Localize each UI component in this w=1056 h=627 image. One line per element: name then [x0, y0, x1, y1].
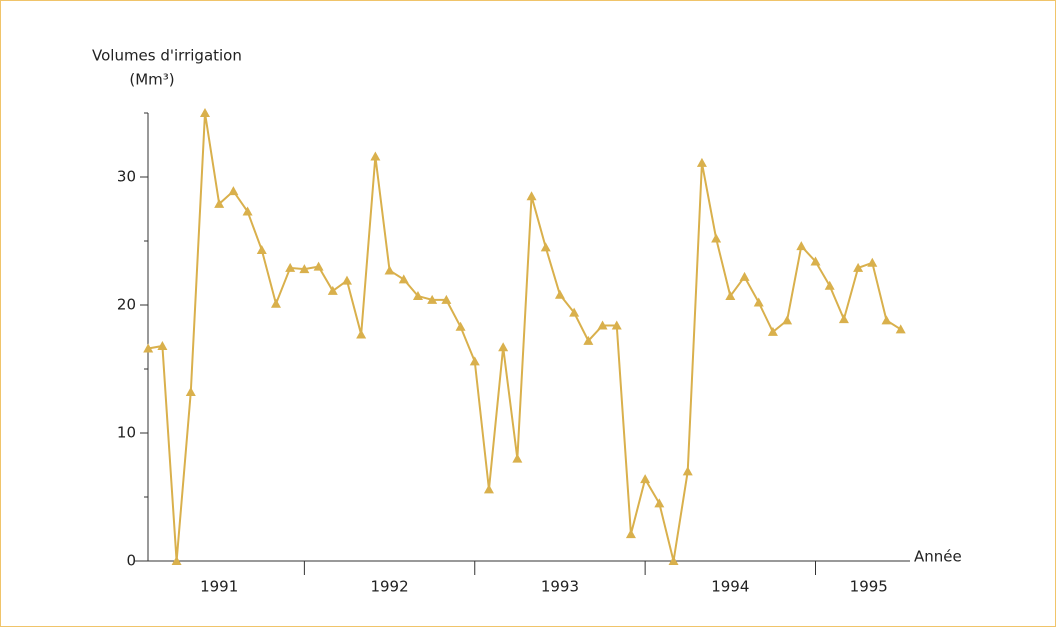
marker [199, 108, 210, 117]
marker [498, 342, 509, 352]
marker [597, 320, 608, 330]
marker [171, 556, 182, 565]
marker [270, 298, 281, 308]
marker [143, 343, 154, 353]
line [148, 112, 902, 562]
marker [767, 326, 778, 336]
marker [753, 297, 764, 307]
marker [441, 294, 452, 304]
x-period-label: 1995 [850, 578, 888, 596]
marker [654, 498, 665, 508]
marker [483, 484, 494, 494]
x-period-label: 1993 [541, 578, 579, 596]
marker [682, 466, 693, 476]
marker [583, 335, 594, 345]
marker [370, 151, 381, 161]
marker [554, 289, 565, 299]
marker [214, 198, 225, 208]
marker [228, 186, 239, 196]
marker [526, 191, 537, 201]
y-axis-label: Volumes d'irrigation [92, 47, 242, 65]
marker [838, 314, 849, 324]
marker [782, 315, 793, 325]
marker [341, 275, 352, 285]
marker [455, 321, 466, 331]
marker [696, 157, 707, 167]
marker [398, 274, 409, 284]
marker [427, 294, 438, 304]
marker [256, 244, 267, 254]
marker [569, 307, 580, 317]
marker [810, 256, 821, 266]
marker [711, 233, 722, 243]
y-tick-label: 30 [117, 168, 136, 186]
marker [327, 285, 338, 295]
y-tick-label: 20 [117, 296, 136, 314]
marker [611, 320, 622, 330]
y-tick-label: 10 [117, 424, 136, 442]
marker [668, 556, 679, 565]
marker [796, 241, 807, 251]
marker [469, 356, 480, 366]
marker [739, 271, 750, 281]
marker [824, 280, 835, 290]
marker [299, 264, 310, 274]
x-axis-label: Année [914, 548, 962, 566]
y-axis-unit: (Mm³) [129, 71, 174, 89]
y-tick-label: 0 [126, 552, 136, 570]
marker [285, 262, 296, 272]
marker [157, 340, 168, 350]
marker [853, 262, 864, 272]
x-period-label: 1994 [711, 578, 749, 596]
marker [412, 291, 423, 301]
marker [725, 291, 736, 301]
x-period-label: 1991 [200, 578, 238, 596]
marker [640, 474, 651, 484]
marker [242, 206, 253, 216]
marker [384, 265, 395, 275]
x-period-label: 1992 [370, 578, 408, 596]
marker [356, 329, 367, 339]
marker [867, 257, 878, 267]
marker [313, 261, 324, 271]
marker [625, 529, 636, 539]
marker [881, 315, 892, 325]
marker [185, 387, 196, 397]
marker [540, 242, 551, 252]
marker [895, 324, 906, 334]
marker [512, 453, 523, 463]
